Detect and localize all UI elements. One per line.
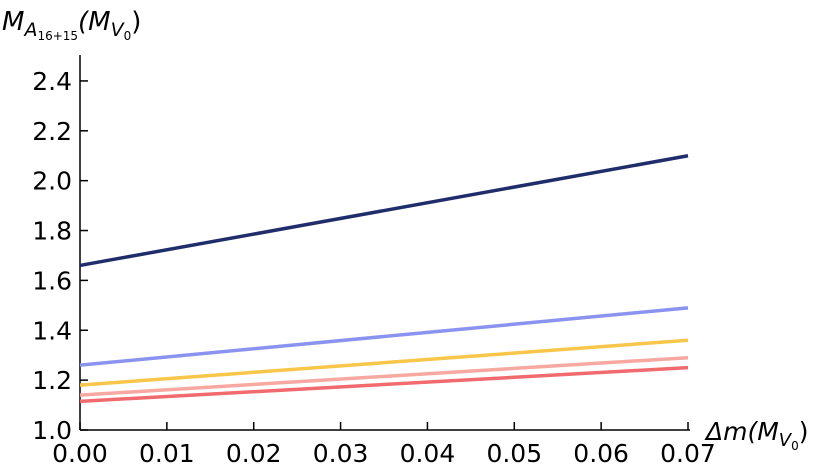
x-tick-label: 0.07 xyxy=(660,439,716,468)
x-axis-label-part: ) xyxy=(799,417,809,446)
y-tick-label: 1.6 xyxy=(32,266,72,295)
x-axis-label-part: V xyxy=(779,430,793,451)
x-axis-label-part: 0 xyxy=(791,439,799,453)
y-tick-label: 1.8 xyxy=(32,217,72,246)
x-axis-label-part: Δm(M xyxy=(704,417,779,446)
y-tick-label: 1.2 xyxy=(32,366,72,395)
series-line xyxy=(79,355,689,397)
x-tick-label: 0.04 xyxy=(400,439,456,468)
y-tick-label: 1.4 xyxy=(32,316,72,345)
series-line xyxy=(79,154,689,268)
y-tick-label: 2.0 xyxy=(32,167,72,196)
series-line xyxy=(79,338,689,387)
y-tick-label: 2.4 xyxy=(32,67,72,96)
y-axis-label-part: 16+15 xyxy=(37,29,78,43)
series-line xyxy=(79,365,689,404)
x-axis-label: Δm(MV0) xyxy=(704,417,809,453)
y-tick-label: 2.2 xyxy=(32,117,72,146)
x-tick-label: 0.01 xyxy=(139,439,195,468)
y-axis-label-part: A xyxy=(22,19,37,41)
x-tick-label: 0.05 xyxy=(486,439,542,468)
y-axis-label-part: (M xyxy=(78,7,111,37)
x-tick-label: 0.03 xyxy=(313,439,369,468)
y-axis-label-part: V xyxy=(111,19,126,41)
y-axis-label: MA16+15(MV0) xyxy=(2,7,141,43)
y-axis-label-part: 0 xyxy=(124,29,132,43)
series-line xyxy=(79,306,689,367)
x-tick-label: 0.00 xyxy=(52,439,108,468)
x-tick-label: 0.02 xyxy=(226,439,282,468)
y-tick-label: 1.0 xyxy=(32,416,72,445)
y-axis-label-part: M xyxy=(2,7,24,37)
x-tick-label: 0.06 xyxy=(573,439,629,468)
y-axis-label-part: ) xyxy=(131,7,141,37)
